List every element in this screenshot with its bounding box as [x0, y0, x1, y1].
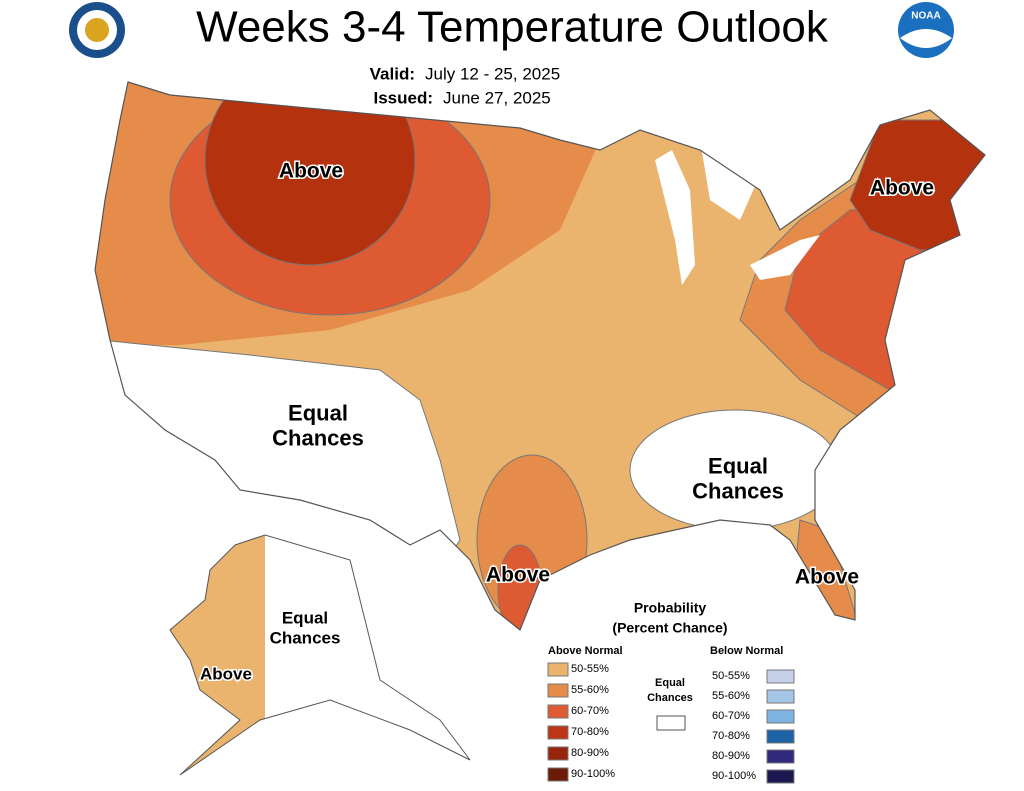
- legend-label: 50-55%: [712, 670, 750, 682]
- map-label: Equal: [282, 608, 328, 627]
- legend-heading: Equal: [655, 677, 685, 689]
- map-label: Equal: [288, 400, 348, 425]
- legend-swatch: [766, 689, 795, 704]
- legend-label: 60-70%: [571, 705, 609, 717]
- map-label: Above: [870, 177, 934, 200]
- legend-label: 50-55%: [571, 663, 609, 675]
- legend-label: 90-100%: [712, 770, 756, 782]
- legend-title: Probability: [634, 600, 707, 616]
- map-label: Above: [200, 664, 252, 683]
- valid-label: Valid:: [370, 64, 415, 83]
- legend-heading: Below Normal: [710, 645, 783, 657]
- legend-label: 55-60%: [571, 684, 609, 696]
- legend-swatch: [547, 746, 569, 761]
- map-label: Chances: [272, 425, 364, 450]
- contiguous-us: [94, 81, 986, 631]
- legend-label: 90-100%: [571, 768, 615, 780]
- legend-heading: Above Normal: [548, 645, 623, 657]
- legend-swatch: [547, 683, 569, 698]
- logo-text: NOAA: [911, 11, 940, 22]
- legend-title: (Percent Chance): [612, 620, 727, 636]
- legend-heading: Chances: [647, 692, 693, 704]
- map-label: Above: [279, 160, 343, 183]
- issued-label: Issued:: [373, 88, 433, 107]
- legend-swatch: [547, 725, 569, 740]
- map-label: Chances: [270, 628, 341, 647]
- title: Weeks 3-4 Temperature Outlook: [196, 3, 829, 52]
- legend-label: 55-60%: [712, 690, 750, 702]
- legend-swatch: [547, 767, 569, 782]
- map-label: Above: [486, 564, 550, 587]
- map-label: Above: [795, 566, 859, 589]
- doc-seal: [69, 2, 125, 58]
- legend-swatch: [766, 769, 795, 784]
- legend-swatch: [547, 704, 569, 719]
- valid-value: July 12 - 25, 2025: [425, 64, 560, 83]
- legend-swatch: [766, 709, 795, 724]
- legend-swatch: [766, 729, 795, 744]
- legend-label: 70-80%: [712, 730, 750, 742]
- legend-label: 80-90%: [712, 750, 750, 762]
- legend-swatch: [766, 669, 795, 684]
- legend-swatch: [656, 715, 686, 731]
- map-label: Equal: [708, 453, 768, 478]
- legend-swatch: [547, 662, 569, 677]
- alaska: [169, 534, 471, 776]
- map-label: Chances: [692, 478, 784, 503]
- legend-label: 70-80%: [571, 726, 609, 738]
- issued-value: June 27, 2025: [443, 88, 551, 107]
- legend-swatch: [766, 749, 795, 764]
- legend-label: 60-70%: [712, 710, 750, 722]
- legend-label: 80-90%: [571, 747, 609, 759]
- noaa-logo: NOAA: [898, 2, 954, 58]
